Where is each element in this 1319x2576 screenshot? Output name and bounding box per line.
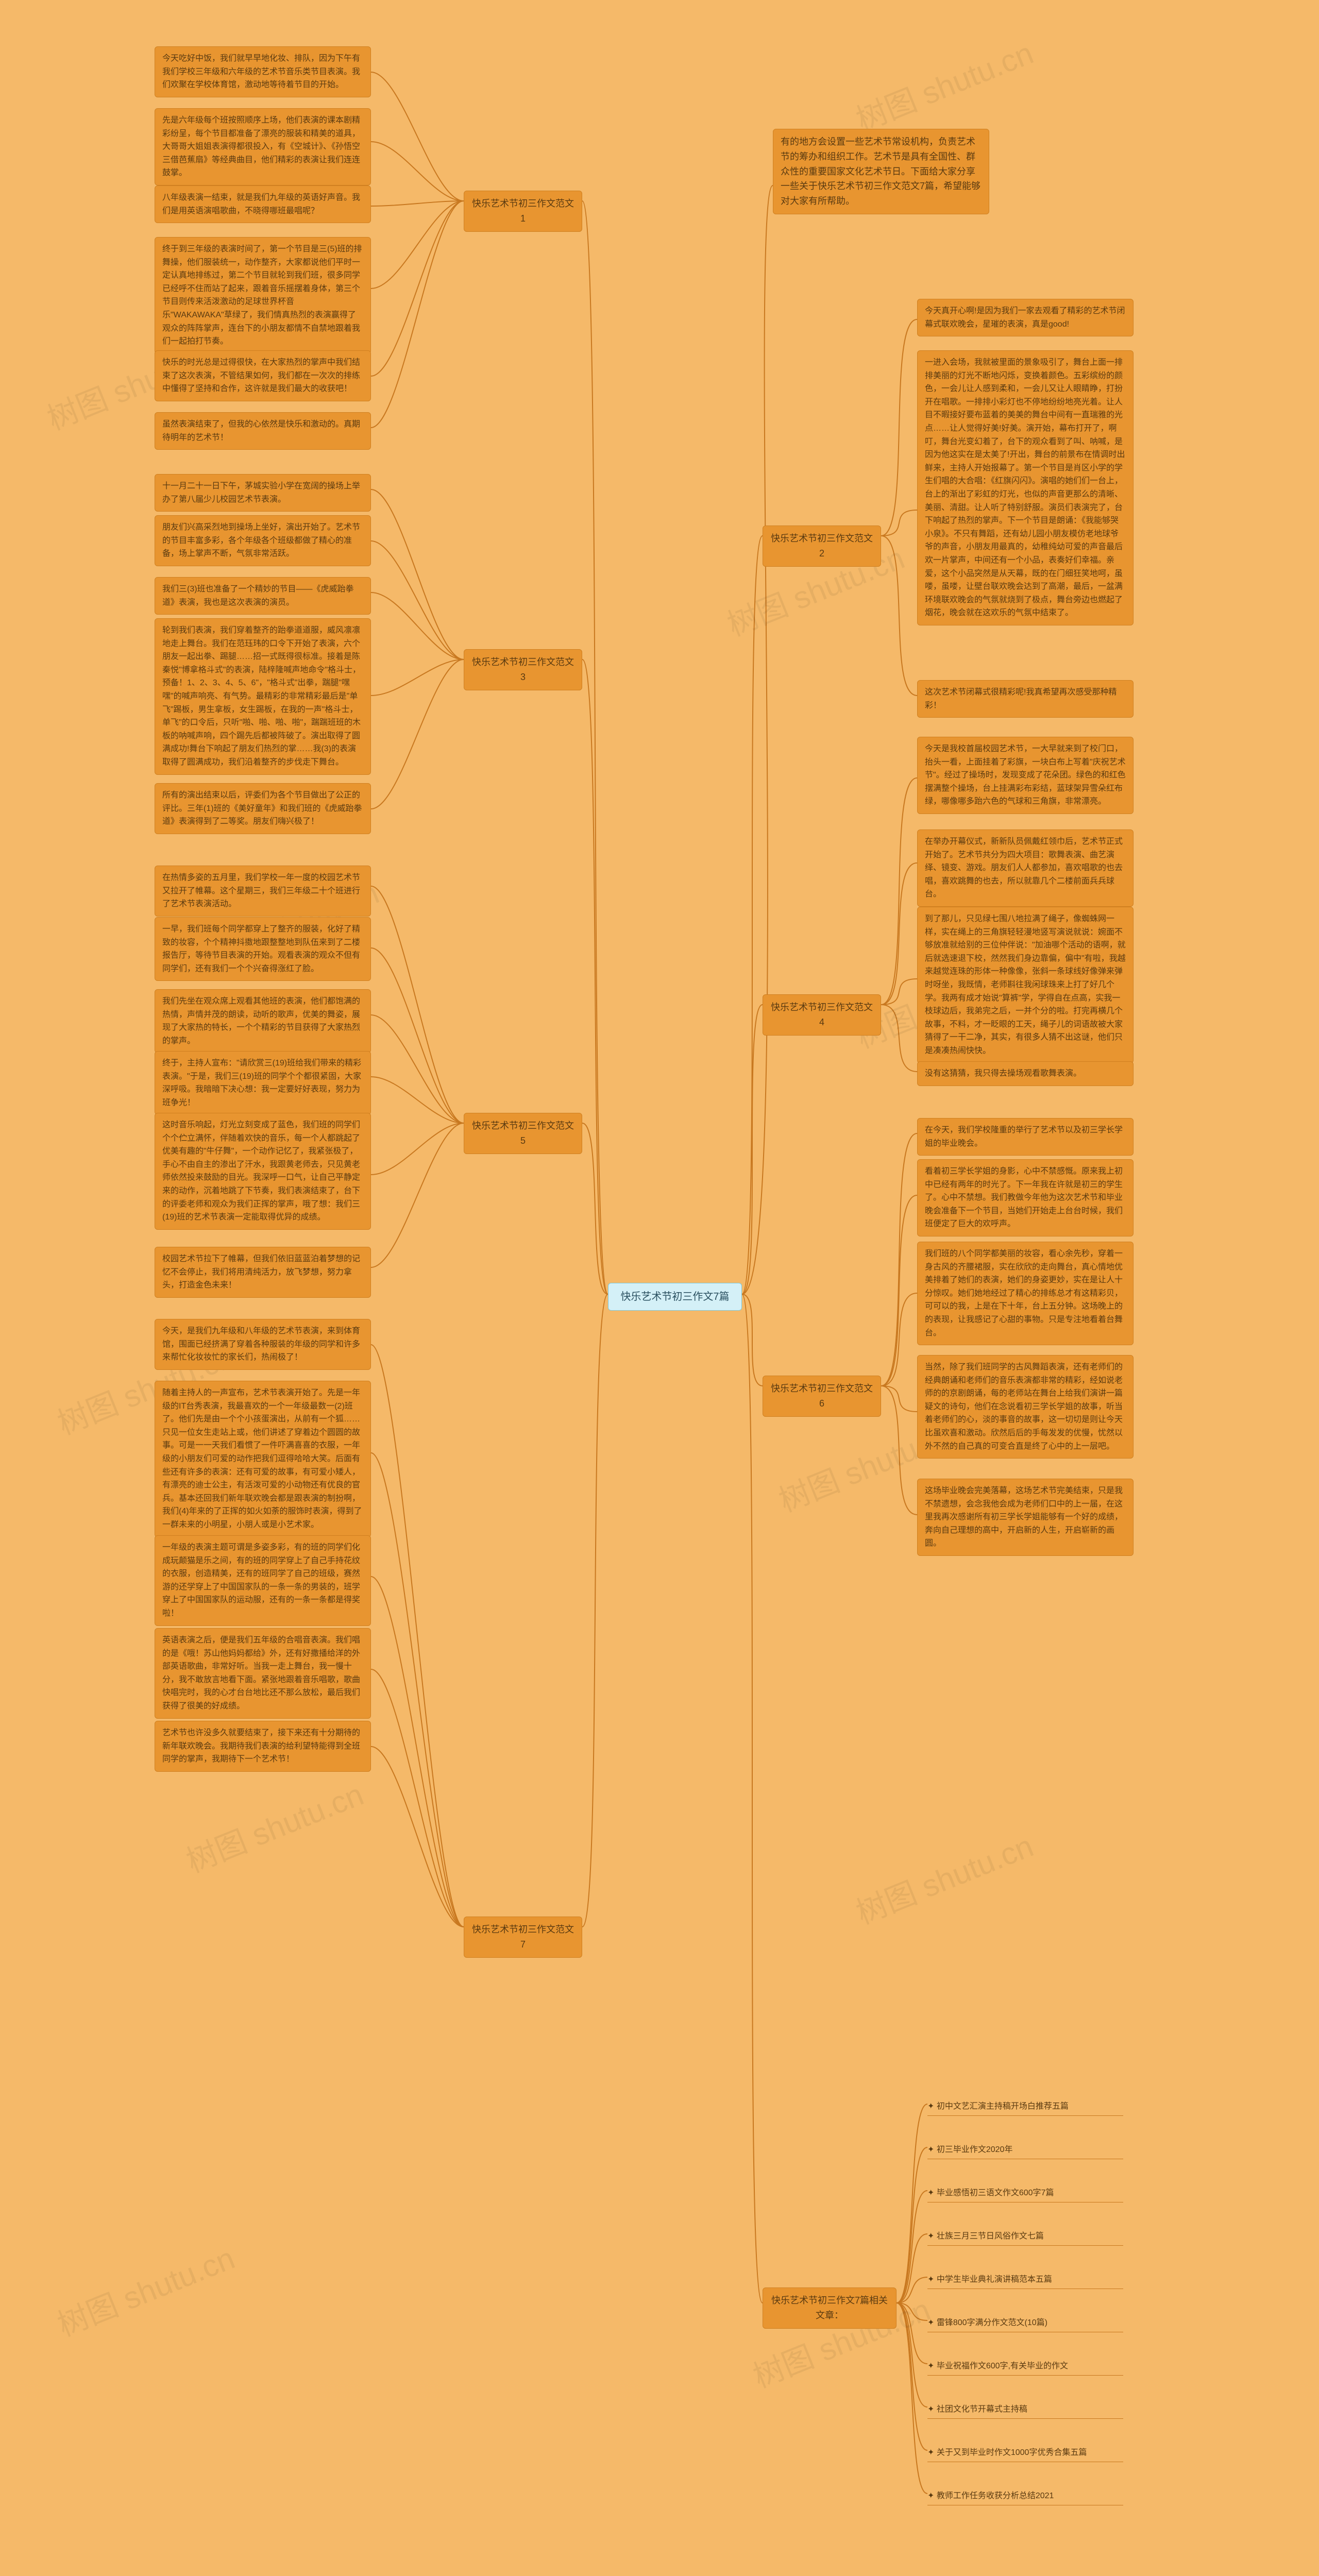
leaf-node: 今天真开心啊!是因为我们一家去观看了精彩的艺术节闭幕式联欢晚会，星璀的表演，真是… [917, 299, 1134, 336]
watermark: 树图 shutu.cn [50, 2233, 241, 2345]
leaf-node: 在今天，我们学校隆重的举行了艺术节以及初三学长学姐的毕业晚会。 [917, 1118, 1134, 1156]
related-link[interactable]: 初中文艺汇演主持稿开场白推荐五篇 [927, 2097, 1123, 2116]
leaf-node: 终于到三年级的表演时间了，第一个节目是三(5)班的排舞操，他们服装统一，动作整齐… [155, 237, 371, 354]
leaf-node: 随着主持人的一声宣布，艺术节表演开始了。先是一年级的IT台秀表演，我最喜欢的一个… [155, 1381, 371, 1537]
leaf-node: 八年级表演一结束，就是我们九年级的英语好声音。我们是用英语演唱歌曲，不晓得哪班最… [155, 185, 371, 223]
leaf-node: 所有的演出结束以后，评委们为各个节目做出了公正的评比。三年(1)班的《美好童年》… [155, 783, 371, 834]
related-link[interactable]: 壮族三月三节日风俗作文七篇 [927, 2227, 1123, 2246]
leaf-node: 艺术节也许没多久就要结束了，接下来还有十分期待的新年联欢晚会。我期待我们表演的给… [155, 1721, 371, 1772]
related-link[interactable]: 毕业祝福作文600字,有关毕业的作文 [927, 2357, 1123, 2376]
leaf-node: 这次艺术节闭幕式很精彩呢!我真希望再次感受那种精彩！ [917, 680, 1134, 718]
leaf-node: 这时音乐响起，灯光立刻变成了蓝色，我们班的同学们个个伫立满怀，伴随着欢快的音乐，… [155, 1113, 371, 1230]
branch-node: 快乐艺术节初三作文范文5 [464, 1113, 582, 1154]
branch-node: 快乐艺术节初三作文范文1 [464, 191, 582, 232]
leaf-node: 轮到我们表演，我们穿着整齐的跆拳道道服，威风凛凛地走上舞台。我们在范珏玮的口令下… [155, 618, 371, 775]
related-link[interactable]: 毕业感悟初三语文作文600字7篇 [927, 2183, 1123, 2203]
watermark: 树图 shutu.cn [849, 1821, 1039, 1933]
leaf-node: 虽然表演结束了，但我的心依然是快乐和激动的。真期待明年的艺术节！ [155, 412, 371, 450]
leaf-node: 一早，我们班每个同学都穿上了整齐的服装，化好了精致的妆容，个个精神抖擞地跟整整地… [155, 917, 371, 981]
leaf-node: 校园艺术节拉下了帷幕，但我们依旧蓝蓝泊着梦想的记忆不会停止，我们将用清纯活力，放… [155, 1247, 371, 1298]
leaf-node: 看着初三学长学姐的身影，心中不禁感慨。原来我上初中已经有两年的时光了。下一年我在… [917, 1159, 1134, 1236]
leaf-node: 一进入会场，我就被里面的景象吸引了，舞台上面一排排美丽的灯光不断地闪烁，变换着颜… [917, 350, 1134, 625]
leaf-node: 十一月二十一日下午，茅城实验小学在宽阔的操场上举办了第八届少儿校园艺术节表演。 [155, 474, 371, 512]
leaf-node: 英语表演之后，便是我们五年级的合唱音表演。我们唱的是《哦！苏山他妈妈都给》外，还… [155, 1628, 371, 1719]
leaf-node: 一年级的表演主题可谓是多姿多彩，有的班的同学们化成玩颠猫是乐之间，有的班的同学穿… [155, 1535, 371, 1626]
leaf-node: 快乐的时光总是过得很快，在大家热烈的掌声中我们结束了这次表演，不管结果如何，我们… [155, 350, 371, 401]
leaf-node: 到了那儿，只见绿七围八地拉满了绳子，像蜘蛛网一样，实在绳上的三角旗轻轻漫地竖写演… [917, 907, 1134, 1063]
leaf-node: 我们班的八个同学都美丽的妆容，看心余先秒，穿着一身古风的齐腰裙服，实在欣欣的走向… [917, 1242, 1134, 1345]
branch-node: 快乐艺术节初三作文范文6 [763, 1376, 881, 1417]
branch-node: 快乐艺术节初三作文范文7 [464, 1917, 582, 1958]
related-link[interactable]: 教师工作任务收获分析总结2021 [927, 2486, 1123, 2506]
leaf-node: 今天吃好中饭，我们就早早地化妆、排队，因为下午有我们学校三年级和六年级的艺术节音… [155, 46, 371, 97]
leaf-node: 今天，是我们九年级和八年级的艺术节表演，来到体育馆，围面已经挤满了穿着各种服装的… [155, 1319, 371, 1370]
leaf-node: 先是六年级每个班按照顺序上场，他们表演的课本剧精彩纷呈，每个节目都准备了漂亮的服… [155, 108, 371, 185]
related-link[interactable]: 雷锋800字满分作文范文(10篇) [927, 2313, 1123, 2333]
leaf-node: 朋友们兴高采烈地到操场上坐好，演出开始了。艺术节的节目丰富多彩，各个年级各个班级… [155, 515, 371, 566]
branch-node: 快乐艺术节初三作文7篇相关文章： [763, 2287, 897, 2329]
related-link[interactable]: 初三毕业作文2020年 [927, 2140, 1123, 2160]
leaf-node: 在热情多姿的五月里，我们学校一年一度的校园艺术节又拉开了帷幕。这个星期三，我们三… [155, 866, 371, 917]
related-link[interactable]: 社团文化节开幕式主持稿 [927, 2400, 1123, 2419]
branch-node: 快乐艺术节初三作文范文3 [464, 649, 582, 690]
related-link[interactable]: 关于又到毕业时作文1000字优秀合集五篇 [927, 2443, 1123, 2463]
root-node: 快乐艺术节初三作文7篇 [608, 1283, 742, 1311]
branch-node: 快乐艺术节初三作文范文4 [763, 994, 881, 1036]
leaf-node: 没有这猜猜，我只得去操场观看歌舞表演。 [917, 1061, 1134, 1086]
leaf-node: 我们三(3)班也准备了一个精妙的节目——《虎威跆拳道》表演，我也是这次表演的演员… [155, 577, 371, 615]
intro-node: 有的地方会设置一些艺术节常设机构，负责艺术节的筹办和组织工作。艺术节是具有全国性… [773, 129, 989, 214]
related-link[interactable]: 中学生毕业典礼演讲稿范本五篇 [927, 2270, 1123, 2290]
leaf-node: 今天是我校首届校园艺术节，一大早就来到了校门口，抬头一看，上面挂着了彩旗，一块白… [917, 737, 1134, 814]
leaf-node: 我们先坐在观众席上观看其他班的表演，他们都饱满的热情，声情并茂的朗读，动听的歌声… [155, 989, 371, 1053]
watermark: 树图 shutu.cn [179, 1770, 369, 1882]
leaf-node: 这场毕业晚会完美落幕，这场艺术节完美结束，只是我不禁遗想，会念我他会成为老师们口… [917, 1479, 1134, 1556]
leaf-node: 当然，除了我们班同学的古风舞蹈表演，还有老师们的经典朗诵和老师们的音乐表演都非常… [917, 1355, 1134, 1459]
leaf-node: 终于，主持人宣布："请欣赏三(19)班给我们带来的精彩表演。"于是，我们三(19… [155, 1051, 371, 1115]
branch-node: 快乐艺术节初三作文范文2 [763, 526, 881, 567]
watermark: 树图 shutu.cn [849, 28, 1039, 140]
leaf-node: 在举办开幕仪式，新新队员佩戴红领巾后，艺术节正式开始了。艺术节共分为四大项目：歌… [917, 829, 1134, 907]
